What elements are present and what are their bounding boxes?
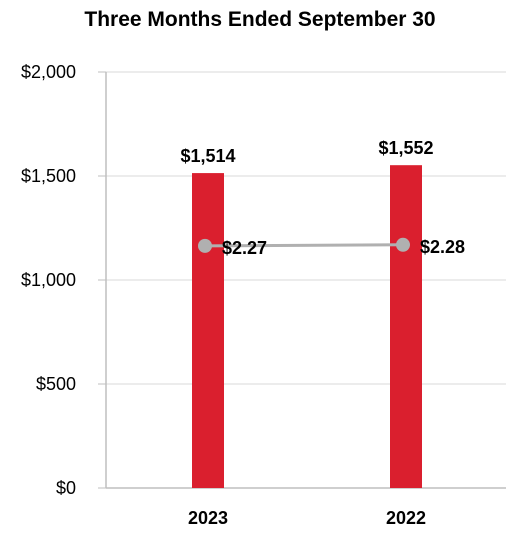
line-point	[198, 238, 212, 253]
y-tick-label: $0	[56, 478, 76, 498]
x-category-label: 2023	[188, 508, 228, 528]
y-tick-label: $1,000	[21, 270, 76, 290]
line-series	[204, 243, 404, 248]
y-tick-label: $2,000	[21, 62, 76, 82]
bar-data-label: $1,552	[378, 138, 433, 158]
x-category-label: 2022	[386, 508, 426, 528]
y-tick-label: $1,500	[21, 166, 76, 186]
line-data-label: $2.27	[222, 238, 267, 258]
bar-data-label: $1,514	[180, 146, 235, 166]
bar	[390, 165, 422, 488]
chart-title: Three Months Ended September 30	[84, 8, 436, 31]
y-tick-label: $500	[36, 374, 76, 394]
line-point	[396, 237, 410, 252]
line-data-label: $2.28	[420, 237, 465, 257]
bar	[192, 173, 224, 488]
